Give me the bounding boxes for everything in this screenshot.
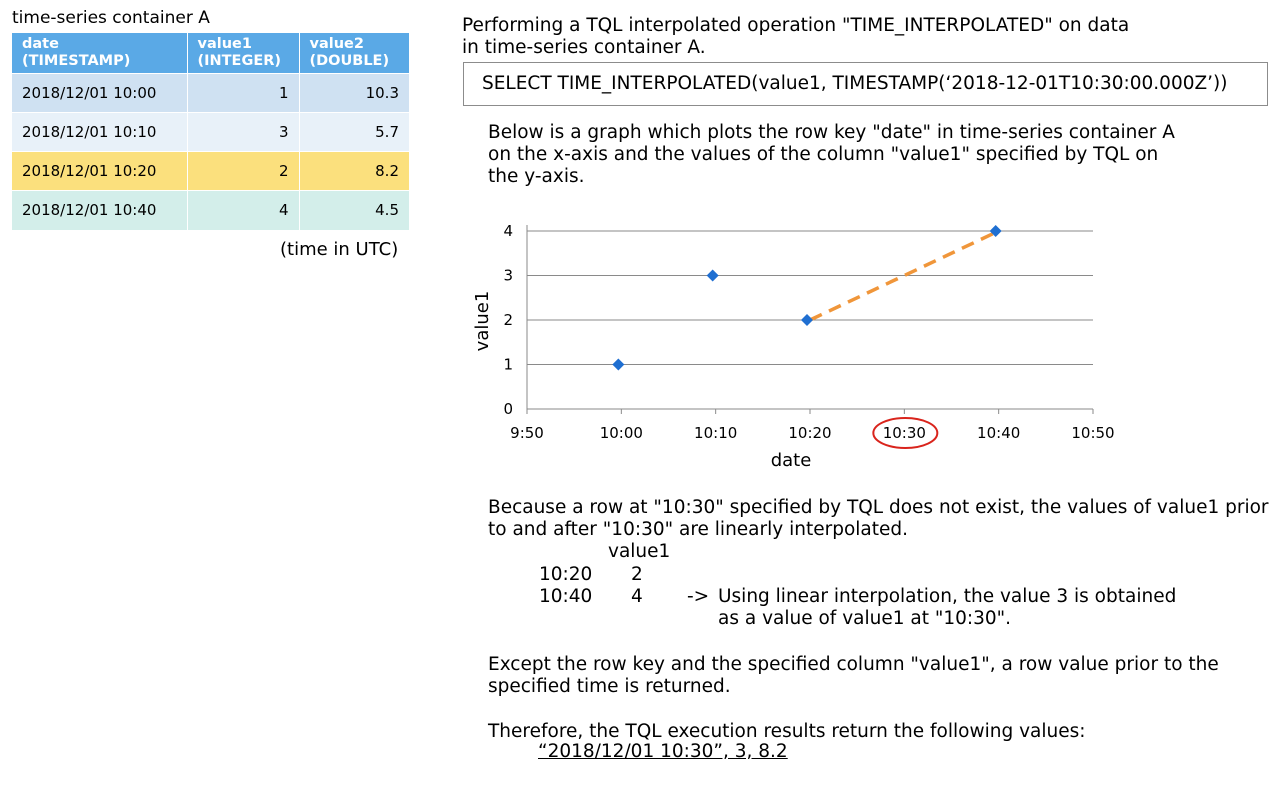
value1-chart: 0 1 2 3 4 9:50 10:00 10:10 10:20 10:30 10:40 10:50… [472, 222, 1115, 471]
table-row: 2018/12/01 10:40 4 4.5 [12, 190, 409, 230]
interpolation-line [809, 229, 1000, 322]
y-tick-label: 3 [503, 267, 513, 285]
y-tick-labels: 0 1 2 3 4 [503, 222, 513, 418]
explanation-line: to and after "10:30" are linearly interp… [488, 519, 908, 540]
explanation-line: Because a row at "10:30" specified by TQ… [488, 497, 1269, 518]
column-header-type: (TIMESTAMP) [22, 53, 131, 69]
cell-date: 2018/12/01 10:20 [12, 151, 188, 191]
container-title: time-series container A [12, 8, 210, 28]
data-point-marker [989, 225, 1002, 237]
cell-date: 2018/12/01 10:10 [12, 112, 188, 152]
graph-description-line: on the x-axis and the values of the colu… [488, 144, 1159, 165]
table-row-highlighted: 2018/12/01 10:20 2 8.2 [12, 151, 409, 191]
x-tick-label: 10:10 [694, 424, 737, 442]
interpolation-segment [809, 229, 1000, 322]
chart-grid [527, 230, 1093, 365]
therefore-text: Therefore, the TQL execution results ret… [488, 721, 1086, 742]
interpolation-result-line: Using linear interpolation, the value 3 … [718, 586, 1177, 607]
data-points [612, 225, 1002, 371]
calc-row-value: 2 [631, 564, 643, 585]
x-tick-label: 10:30 [883, 424, 926, 442]
y-tick-label: 2 [503, 311, 513, 329]
x-tick-labels: 9:50 10:00 10:10 10:20 10:30 10:40 10:50 [510, 417, 1115, 449]
x-tick-label: 10:50 [1071, 424, 1114, 442]
y-axis-label: value1 [472, 291, 493, 352]
column-header-name: value1 [197, 36, 252, 52]
intro-line: in time-series container A. [462, 37, 706, 58]
graph-description-line: the y-axis. [488, 166, 585, 187]
except-line: Except the row key and the specified col… [488, 654, 1219, 675]
cell-value2: 10.3 [299, 73, 409, 113]
graph-description: Below is a graph which plots the row key… [488, 122, 1175, 188]
result-values: “2018/12/01 10:30”, 3, 8.2 [538, 741, 788, 762]
arrow-symbol: -> [687, 586, 710, 607]
highlight-circle [872, 417, 939, 449]
column-header-value2: value2 (DOUBLE) [299, 33, 409, 74]
column-header-type: (INTEGER) [197, 53, 282, 69]
data-point-marker [706, 269, 719, 282]
graph-description-line: Below is a graph which plots the row key… [488, 122, 1175, 143]
chart-axes [526, 225, 1094, 414]
cell-value2: 5.7 [299, 112, 409, 152]
table-row: 2018/12/01 10:00 1 10.3 [12, 73, 409, 113]
x-tick-label: 10:20 [788, 424, 831, 442]
x-tick-label: 10:00 [600, 424, 643, 442]
calc-row-value: 4 [631, 586, 643, 607]
interpolation-result-line: as a value of value1 at "10:30". [718, 608, 1012, 629]
cell-value1: 2 [187, 151, 300, 191]
cell-value1: 4 [187, 190, 300, 230]
column-header-name: value2 [309, 36, 364, 52]
calc-row-time: 10:20 [539, 564, 593, 585]
tql-query-box: SELECT TIME_INTERPOLATED(value1, TIMESTA… [463, 62, 1268, 106]
cell-value2: 8.2 [299, 151, 409, 191]
y-tick-label: 1 [503, 356, 513, 374]
cell-date: 2018/12/01 10:00 [12, 73, 188, 113]
data-point-marker [612, 358, 625, 371]
time-series-table: date (TIMESTAMP) value1 (INTEGER) value2… [12, 33, 409, 230]
calc-row-time: 10:40 [539, 586, 593, 607]
column-header-type: (DOUBLE) [309, 53, 390, 69]
y-tick-label: 4 [503, 222, 513, 240]
time-zone-note: (time in UTC) [280, 239, 399, 260]
column-header-date: date (TIMESTAMP) [12, 33, 188, 74]
intro-line: Performing a TQL interpolated operation … [462, 15, 1130, 36]
table-row: 2018/12/01 10:10 3 5.7 [12, 112, 409, 152]
explanation-text: Because a row at "10:30" specified by TQ… [488, 497, 1269, 541]
x-axis-label: date [771, 450, 812, 471]
cell-value1: 3 [187, 112, 300, 152]
cell-value2: 4.5 [299, 190, 409, 230]
cell-value1: 1 [187, 73, 300, 113]
column-header-name: date [22, 36, 59, 52]
except-text: Except the row key and the specified col… [488, 654, 1219, 698]
column-header-value1: value1 (INTEGER) [187, 33, 300, 74]
data-point-marker [801, 314, 813, 326]
x-tick-label: 10:40 [977, 424, 1020, 442]
except-line: specified time is returned. [488, 676, 731, 697]
x-tick-label: 9:50 [510, 424, 544, 442]
y-tick-label: 0 [503, 400, 513, 418]
cell-date: 2018/12/01 10:40 [12, 190, 188, 230]
intro-text: Performing a TQL interpolated operation … [462, 15, 1129, 59]
calc-column-header: value1 [608, 541, 671, 562]
